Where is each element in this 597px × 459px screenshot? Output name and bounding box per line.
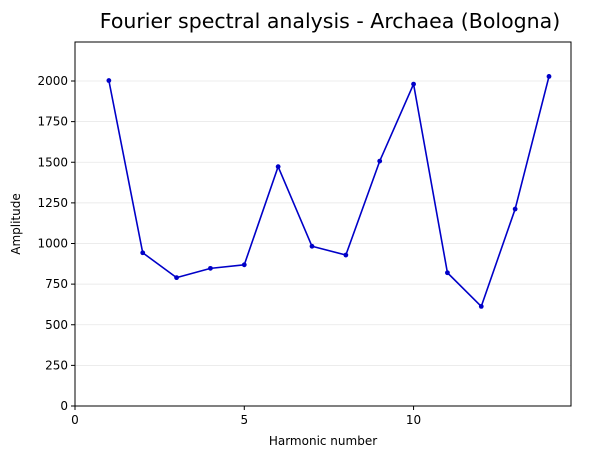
data-point xyxy=(546,74,552,79)
x-tick-label: 5 xyxy=(240,413,248,427)
data-point xyxy=(140,250,146,256)
y-tick-label: 750 xyxy=(45,277,68,291)
data-point xyxy=(275,164,281,170)
y-tick-label: 250 xyxy=(45,358,68,372)
data-point xyxy=(377,158,383,164)
y-tick-label: 1750 xyxy=(37,115,68,129)
data-point xyxy=(512,206,518,212)
data-point xyxy=(343,252,349,258)
data-point xyxy=(241,262,247,268)
data-point xyxy=(309,243,315,249)
y-axis-label: Amplitude xyxy=(9,193,23,255)
axis-ticks: 0 250 500 750 1000 1250 1500 1750 2000 0 5 10 xyxy=(37,74,421,427)
y-tick-label: 1500 xyxy=(37,155,68,169)
data-point xyxy=(478,303,484,309)
data-point xyxy=(411,81,416,87)
y-tick-label: 0 xyxy=(60,399,68,413)
y-tick-label: 2000 xyxy=(37,74,68,88)
x-tick-label: 10 xyxy=(406,413,421,427)
data-point xyxy=(208,265,213,271)
y-tick-label: 1250 xyxy=(37,196,68,210)
gridlines xyxy=(75,80,571,366)
data-point xyxy=(106,78,112,83)
y-tick-label: 1000 xyxy=(37,237,68,251)
series-line xyxy=(108,76,550,308)
y-tick-label: 500 xyxy=(45,318,68,332)
data-point xyxy=(174,275,179,281)
x-axis-label: Harmonic number xyxy=(269,434,377,448)
x-tick-label: 0 xyxy=(71,413,79,427)
plot-frame xyxy=(74,41,572,407)
series-layer xyxy=(106,74,552,309)
data-point xyxy=(445,270,450,276)
chart-title: Fourier spectral analysis - Archaea (Bol… xyxy=(100,9,560,33)
